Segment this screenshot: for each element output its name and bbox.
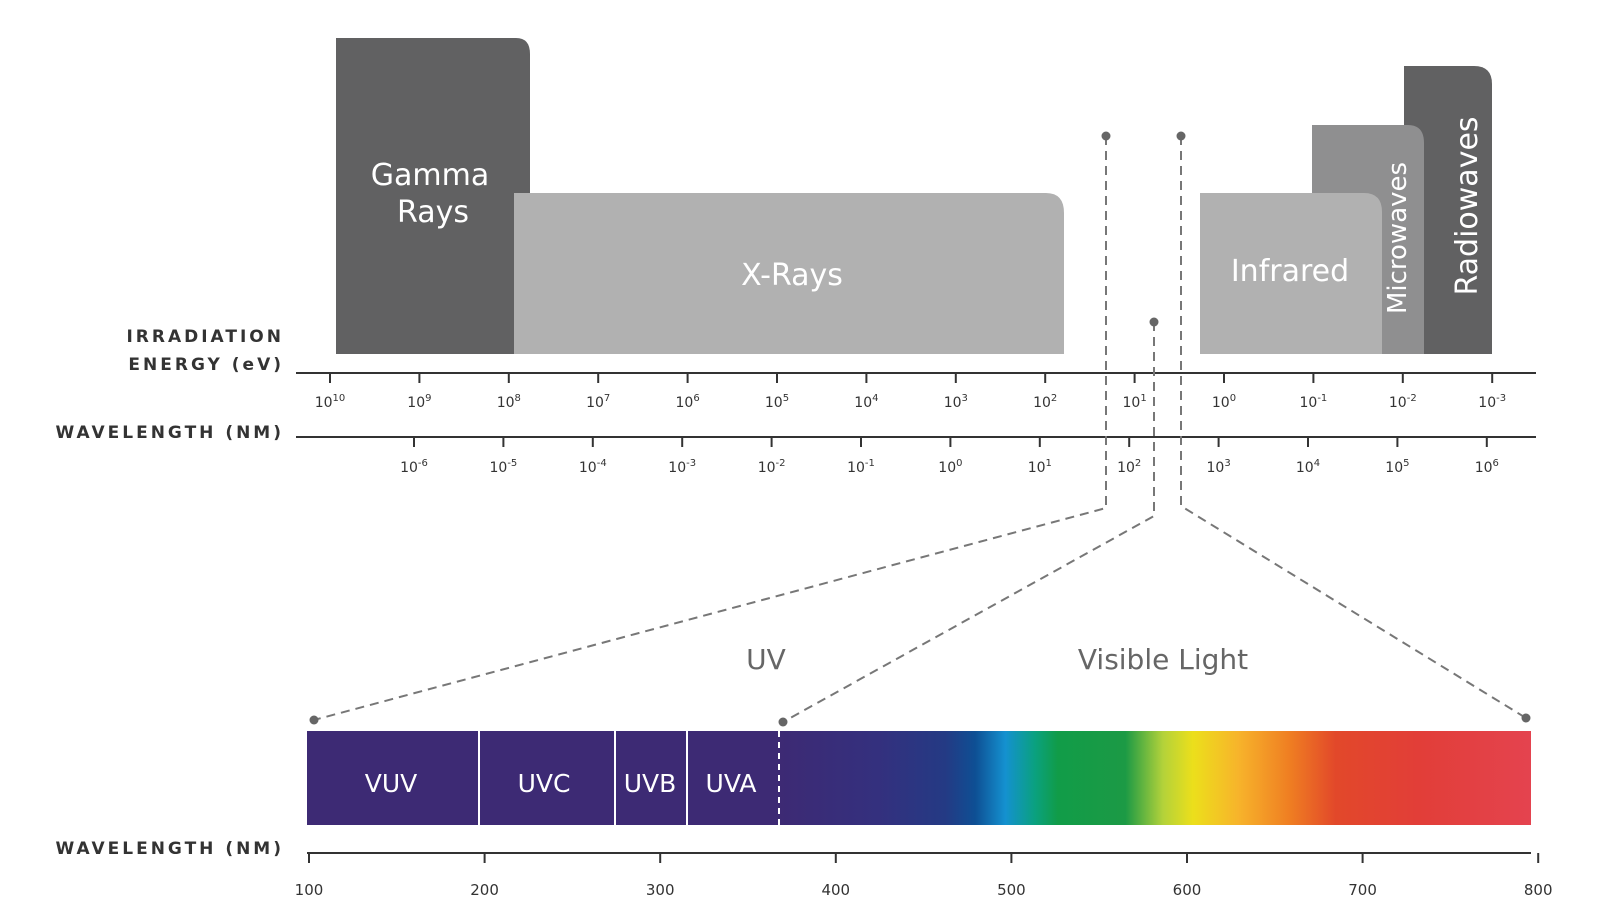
uv-label: UV <box>746 643 786 676</box>
energy-tick-label: 104 <box>854 393 878 411</box>
microwaves-label: Microwaves <box>1383 162 1413 314</box>
visible-end-connector <box>1180 136 1527 719</box>
wavelength-tick-label: 10-6 <box>400 458 428 476</box>
visible-start-dot <box>1149 317 1159 327</box>
x-rays-label: X-Rays <box>741 258 843 293</box>
visible-spectrum-gradient <box>780 731 1531 825</box>
uvb-label: UVB <box>624 769 677 798</box>
uv-start-connector <box>313 136 1107 721</box>
energy-tick-label: 105 <box>765 393 789 411</box>
uv-start-dot <box>1101 131 1111 141</box>
energy-tick-label: 108 <box>497 393 521 411</box>
energy-tick-label: 102 <box>1033 393 1057 411</box>
nm-tick-label: 200 <box>470 881 499 899</box>
wavelength-tick-label: 100 <box>938 458 962 476</box>
nm-axis-ticks: 100 200 300 400 500 600 700 800 <box>295 853 1553 899</box>
wavelength-tick-label: 10-2 <box>758 458 786 476</box>
vuv-label: VUV <box>365 769 418 798</box>
spectrum-start-dot <box>309 715 319 725</box>
spectrum-uv-end-dot <box>778 717 788 727</box>
infrared-label: Infrared <box>1231 254 1349 289</box>
energy-tick-label: 1010 <box>315 393 346 411</box>
wavelength-tick-label: 10-3 <box>668 458 696 476</box>
zoom-connector-lines <box>313 136 1527 723</box>
wavelength-tick-label: 105 <box>1385 458 1409 476</box>
uvc-label: UVC <box>518 769 571 798</box>
nm-tick-label: 400 <box>821 881 850 899</box>
visible-light-label: Visible Light <box>1078 643 1248 676</box>
energy-tick-label: 10-1 <box>1299 393 1327 411</box>
wavelength-tick-label: 10-4 <box>579 458 607 476</box>
energy-axis-title-line2: ENERGY (eV) <box>128 355 284 375</box>
energy-tick-label: 107 <box>586 393 610 411</box>
infrared-block <box>1200 193 1382 354</box>
x-rays-block <box>514 193 1064 354</box>
wavelength-tick-label: 103 <box>1206 458 1230 476</box>
nm-tick-label: 800 <box>1524 881 1553 899</box>
nm-tick-label: 500 <box>997 881 1026 899</box>
wavelength-axis-title: WAVELENGTH (NM) <box>55 423 284 443</box>
nm-tick-label: 300 <box>646 881 675 899</box>
energy-tick-label: 103 <box>944 393 968 411</box>
radiowaves-label: Radiowaves <box>1450 116 1485 295</box>
gamma-rays-label-line2: Rays <box>397 195 469 230</box>
radiowaves-block <box>1404 66 1492 354</box>
energy-tick-label: 10-2 <box>1389 393 1417 411</box>
wavelength-tick-label: 10-5 <box>489 458 517 476</box>
wavelength-axis-ticks: 10-6 10-5 10-4 10-3 10-2 10-1 100 101 102 103 104 1… <box>400 437 1499 476</box>
nm-tick-label: 600 <box>1173 881 1202 899</box>
wavelength-tick-label: 106 <box>1475 458 1499 476</box>
uva-label: UVA <box>706 769 757 798</box>
uv-spectrum-band <box>307 731 782 825</box>
nm-tick-label: 100 <box>295 881 324 899</box>
uv-segment-dividers <box>478 731 780 825</box>
energy-tick-label: 100 <box>1212 393 1236 411</box>
energy-tick-label: 109 <box>407 393 431 411</box>
energy-tick-label: 106 <box>675 393 699 411</box>
energy-axis-ticks: 1010 109 108 107 106 105 104 103 102 101 100 10-1 10… <box>315 373 1506 411</box>
visible-end-dot <box>1176 131 1186 141</box>
gamma-rays-block <box>336 38 530 354</box>
bottom-wavelength-axis-title: WAVELENGTH (NM) <box>55 839 284 859</box>
wavelength-tick-label: 104 <box>1296 458 1320 476</box>
nm-tick-label: 700 <box>1348 881 1377 899</box>
gamma-rays-label-line1: Gamma <box>371 158 489 193</box>
energy-tick-label: 10-3 <box>1478 393 1506 411</box>
energy-tick-label: 101 <box>1122 393 1146 411</box>
wavelength-tick-label: 101 <box>1028 458 1052 476</box>
wavelength-tick-label: 102 <box>1117 458 1141 476</box>
energy-axis-title-line1: IRRADIATION <box>126 327 284 347</box>
visible-start-connector <box>782 322 1155 723</box>
wavelength-tick-label: 10-1 <box>847 458 875 476</box>
spectrum-end-dot <box>1521 713 1531 723</box>
